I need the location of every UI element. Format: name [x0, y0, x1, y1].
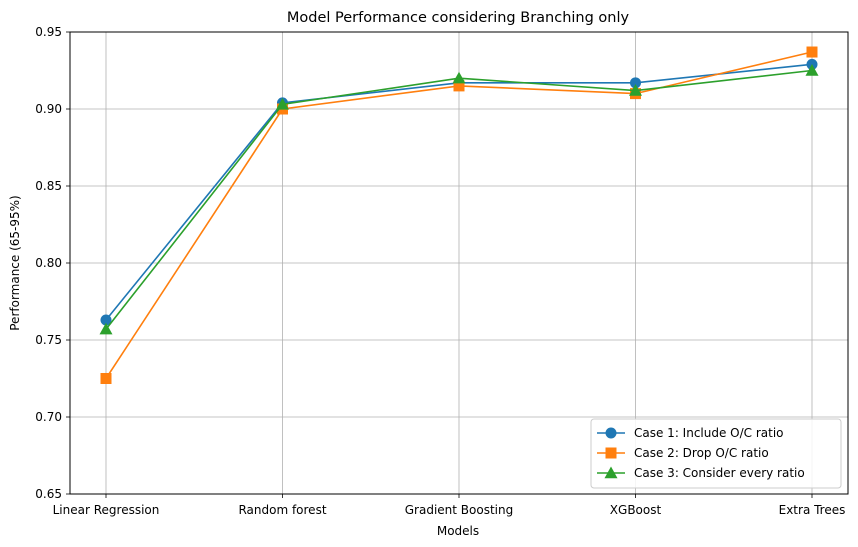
y-tick-label: 0.95 — [35, 25, 62, 39]
data-point — [453, 80, 465, 92]
x-tick-label: Random forest — [238, 503, 326, 517]
x-tick-label: Gradient Boosting — [405, 503, 513, 517]
data-point — [629, 84, 642, 96]
series-layer — [99, 46, 819, 384]
legend-marker — [604, 466, 618, 479]
x-tick-label: XGBoost — [610, 503, 662, 517]
legend-marker — [605, 447, 617, 459]
legend-label: Case 3: Consider every ratio — [634, 466, 805, 480]
y-tick-label: 0.65 — [35, 487, 62, 501]
legend-label: Case 1: Include O/C ratio — [634, 426, 784, 440]
x-axis-title: Models — [437, 524, 479, 538]
series-3 — [99, 64, 819, 335]
y-tick-label: 0.85 — [35, 179, 62, 193]
legend-box — [590, 418, 842, 489]
data-point — [99, 322, 113, 335]
x-tick-label: Extra Trees — [779, 503, 846, 517]
legend-item: Case 3: Consider every ratio — [597, 466, 805, 480]
x-tick-label: Linear Regression — [53, 503, 160, 517]
legend-item: Case 2: Drop O/C ratio — [597, 446, 769, 460]
legend: Case 1: Include O/C ratio Case 2: Drop O/… — [590, 418, 842, 489]
data-point — [805, 64, 819, 76]
chart-title: Model Performance considering Branching … — [287, 10, 630, 26]
data-point — [276, 97, 289, 110]
data-point — [100, 314, 112, 326]
y-tick-label: 0.90 — [35, 102, 62, 116]
data-point — [100, 373, 112, 384]
legend-label: Case 2: Drop O/C ratio — [634, 446, 769, 460]
legend-marker — [605, 427, 617, 439]
legend-item: Case 1: Include O/C ratio — [597, 426, 784, 440]
y-tick-label: 0.70 — [35, 410, 62, 424]
data-point — [806, 46, 818, 58]
data-point — [452, 71, 466, 84]
y-tick-label: 0.75 — [35, 333, 62, 347]
axis-ticks: Linear Regression Random forest Gradient B… — [35, 25, 845, 517]
data-point — [630, 77, 641, 89]
y-axis-title: Performance (65-95%) — [8, 195, 22, 331]
y-tick-label: 0.80 — [35, 256, 62, 270]
